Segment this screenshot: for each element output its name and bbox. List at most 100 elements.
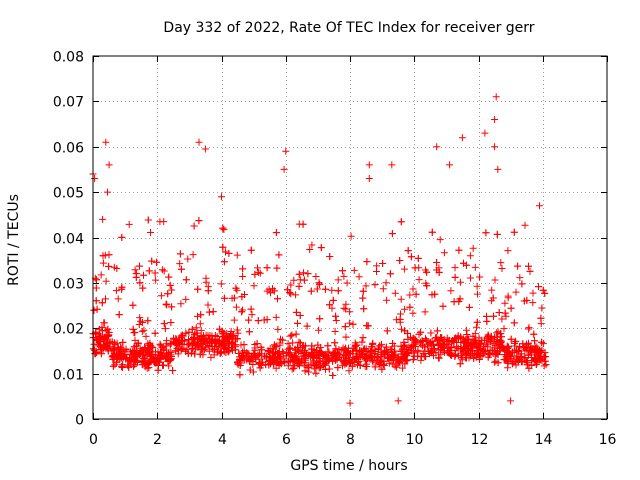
data-point [342,300,350,308]
data-point [233,326,241,334]
chart-title: Day 332 of 2022, Rate Of TEC Index for r… [163,20,534,36]
data-point [473,323,480,331]
data-point [132,273,140,281]
data-point [426,339,434,347]
data-point [329,357,337,365]
data-point [158,266,166,274]
data-point [169,367,177,374]
x-tick-label: 8 [346,432,355,448]
data-point [177,332,185,340]
data-point [376,342,384,350]
data-point [149,356,157,364]
data-point [308,342,316,350]
data-point [484,353,492,361]
data-point [238,308,246,316]
data-point [284,286,292,294]
data-point [280,165,288,173]
data-point [345,367,353,375]
data-point [329,349,337,357]
data-point [400,343,408,351]
data-point [414,254,422,262]
data-point [367,353,375,361]
data-point [129,325,137,333]
data-point [93,276,100,284]
data-point [275,251,283,259]
data-point [288,331,296,339]
data-point [538,338,546,346]
data-point [371,281,379,289]
data-point [130,362,138,370]
data-point [333,356,341,364]
data-point [507,335,515,343]
data-point [113,358,121,366]
data-point [291,352,299,360]
data-point [494,359,502,367]
data-point [361,354,368,362]
data-point [245,328,253,336]
data-point [237,341,245,349]
data-point [273,358,281,366]
data-point [455,246,463,254]
data-point [273,264,281,272]
data-point [194,285,202,293]
data-point [97,271,105,279]
data-point [523,344,531,352]
data-point [415,276,423,284]
data-point [144,317,152,325]
data-point [136,279,144,287]
data-point [141,350,149,358]
data-point [316,315,324,323]
data-point [250,282,258,290]
data-point [493,329,501,337]
data-point [247,305,255,313]
data-point [412,290,420,298]
data-point [209,345,217,353]
data-point [177,345,185,353]
data-points [89,93,550,407]
data-point [460,343,468,351]
data-point [444,337,452,345]
data-point [331,339,339,347]
data-point [152,358,160,365]
data-point [377,358,385,366]
data-point [294,319,301,327]
data-point [167,348,175,356]
data-point [332,317,340,324]
data-point [374,353,382,361]
data-point [118,363,126,371]
data-point [151,351,159,359]
data-point [498,315,506,323]
data-point [329,296,337,304]
data-point [329,372,337,379]
data-point [328,304,336,312]
data-point [196,320,204,328]
data-point [196,350,204,358]
data-point [334,287,342,295]
data-point [310,354,318,362]
data-point [351,356,359,364]
data-point [279,336,286,344]
data-point [328,286,336,294]
data-point [145,267,153,275]
data-point [433,327,441,335]
data-point [217,280,225,288]
data-point [355,273,363,281]
data-point [98,299,106,307]
data-point [457,352,465,360]
data-point [248,311,256,319]
data-point [191,338,199,346]
data-point [247,246,255,254]
data-point [316,357,324,365]
data-point [525,364,533,372]
data-point [491,333,499,341]
data-point [417,328,424,336]
plot-frame [92,55,608,420]
data-point [271,343,279,351]
data-point [435,354,442,362]
data-point [236,371,244,379]
data-point [144,349,152,357]
data-point [165,362,173,370]
data-point [537,314,545,322]
data-point [301,367,309,375]
data-point [406,303,414,311]
